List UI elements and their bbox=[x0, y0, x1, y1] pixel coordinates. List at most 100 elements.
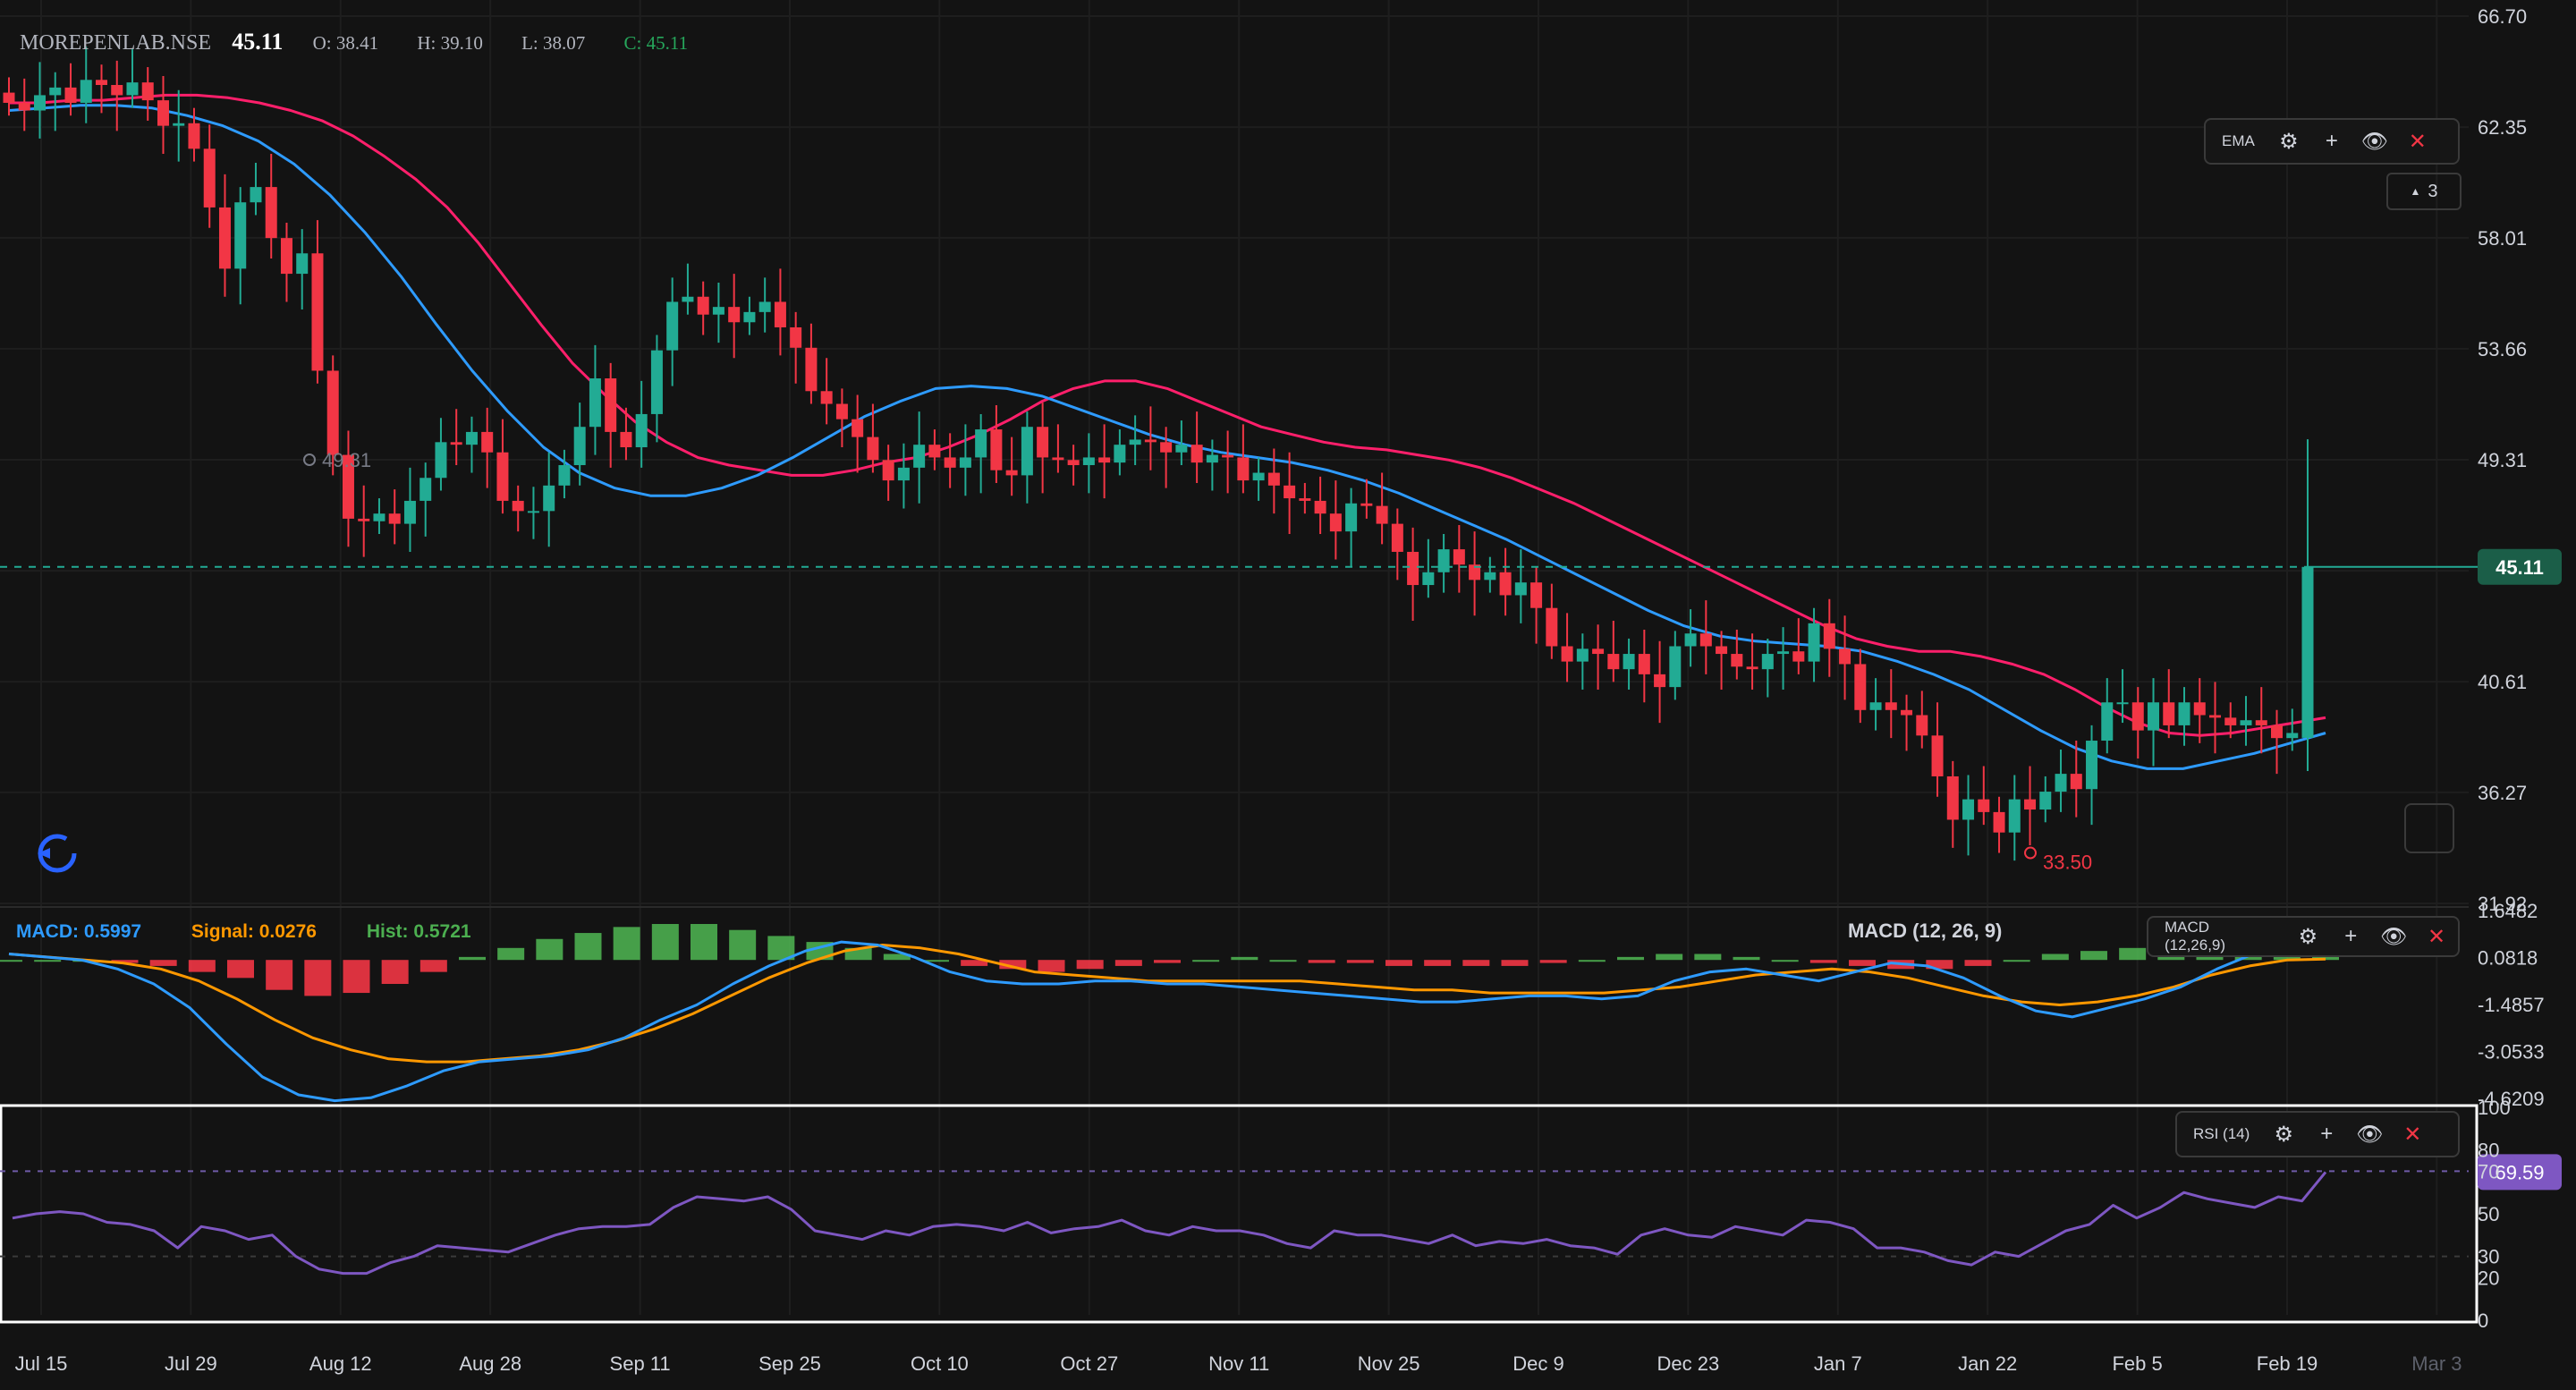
candle-body bbox=[790, 326, 802, 348]
candle-body bbox=[2086, 741, 2098, 790]
candle-body bbox=[928, 445, 941, 458]
y-tick-label: 49.31 bbox=[2478, 449, 2527, 471]
candle-body bbox=[1329, 513, 1342, 532]
ema-indicator-pill[interactable]: EMA ⚙ + 👁 ✕ bbox=[2204, 118, 2460, 165]
candle-body bbox=[188, 123, 200, 149]
macd-histogram-bar bbox=[999, 960, 1027, 970]
close-value: C: 45.11 bbox=[623, 32, 689, 54]
macd-histogram-bar bbox=[1462, 960, 1490, 966]
x-tick-label: Aug 28 bbox=[459, 1352, 521, 1375]
candle-body bbox=[173, 123, 185, 126]
candle-body bbox=[1576, 648, 1589, 662]
eye-icon[interactable]: 👁 bbox=[2356, 1122, 2384, 1147]
candle-body bbox=[326, 370, 339, 455]
candle-body bbox=[1175, 445, 1188, 453]
candle-body bbox=[1469, 564, 1481, 581]
x-tick-label: Jan 7 bbox=[1814, 1352, 1862, 1375]
rsi-y-tick-label: 30 bbox=[2478, 1246, 2499, 1268]
plus-icon[interactable]: + bbox=[2344, 924, 2358, 948]
swing-low-marker bbox=[2024, 846, 2037, 860]
reload-icon[interactable] bbox=[34, 830, 80, 877]
chart-action-button[interactable] bbox=[2404, 803, 2454, 853]
macd-histogram-bar bbox=[1269, 960, 1297, 962]
candle-body bbox=[975, 429, 987, 458]
candle-body bbox=[990, 429, 1003, 470]
settings-icon[interactable]: ⚙ bbox=[2298, 924, 2318, 949]
candle-body bbox=[805, 347, 818, 392]
candle-body bbox=[234, 202, 247, 269]
rsi-panel-frame bbox=[0, 1104, 2479, 1324]
candle-body bbox=[1160, 442, 1173, 453]
eye-icon[interactable]: 👁 bbox=[2379, 924, 2408, 949]
candle-body bbox=[835, 403, 848, 420]
last-price-badge bbox=[2478, 548, 2562, 585]
macd-histogram-bar bbox=[613, 927, 640, 961]
candle-body bbox=[758, 301, 771, 312]
close-icon[interactable]: ✕ bbox=[2403, 1122, 2422, 1147]
candle-body bbox=[1067, 460, 1080, 465]
candle-body bbox=[388, 513, 401, 524]
candle-body bbox=[1869, 702, 1882, 710]
candle-body bbox=[141, 82, 154, 101]
macd-histogram-bar bbox=[1771, 960, 1799, 962]
settings-icon[interactable]: ⚙ bbox=[2274, 1122, 2294, 1147]
swing-high-label: 49.31 bbox=[322, 449, 371, 471]
y-tick-label: 31.92 bbox=[2478, 893, 2527, 915]
candle-body bbox=[157, 100, 169, 126]
plus-icon[interactable]: + bbox=[2320, 1122, 2334, 1146]
swing-high-marker bbox=[303, 453, 316, 466]
macd-histogram-bar bbox=[536, 938, 564, 961]
rsi-indicator-pill[interactable]: RSI (14) ⚙ + 👁 ✕ bbox=[2175, 1111, 2460, 1157]
candle-body bbox=[280, 238, 292, 275]
close-icon[interactable]: ✕ bbox=[2408, 129, 2427, 154]
chevron-up-icon: ▲ bbox=[2410, 185, 2421, 198]
macd-histogram-bar bbox=[1926, 960, 1953, 970]
candle-body bbox=[1669, 646, 1682, 688]
x-tick-label: Mar 3 bbox=[2411, 1352, 2462, 1375]
eye-icon[interactable]: 👁 bbox=[2360, 129, 2389, 154]
candle-body bbox=[1021, 427, 1033, 476]
macd-line bbox=[8, 940, 2326, 1103]
candle-body bbox=[1885, 702, 1897, 710]
candle-body bbox=[1484, 572, 1496, 581]
candle-body bbox=[1391, 523, 1403, 552]
candle-body bbox=[2131, 702, 2144, 731]
candle-body bbox=[1962, 799, 1975, 820]
signal-value: Signal: 0.0276 bbox=[191, 921, 317, 942]
indicator-count-button[interactable]: ▲ 3 bbox=[2386, 173, 2462, 210]
candle-body bbox=[403, 500, 416, 524]
candle-body bbox=[18, 102, 30, 111]
close-icon[interactable]: ✕ bbox=[2428, 924, 2446, 949]
indicator-count: 3 bbox=[2428, 181, 2438, 201]
y-tick-label: 66.70 bbox=[2478, 5, 2527, 28]
candle-body bbox=[1437, 549, 1450, 572]
x-tick-label: Dec 23 bbox=[1657, 1352, 1720, 1375]
candle-body bbox=[1901, 709, 1913, 716]
macd-histogram-bar bbox=[343, 960, 370, 994]
plus-icon[interactable]: + bbox=[2325, 129, 2338, 153]
candle-body bbox=[1993, 811, 2005, 833]
x-tick-label: Jul 29 bbox=[165, 1352, 217, 1375]
macd-histogram-bar bbox=[1656, 954, 1683, 961]
candle-body bbox=[1561, 646, 1573, 662]
low-value: L: 38.07 bbox=[521, 32, 586, 54]
candle-body bbox=[1345, 503, 1358, 532]
ema-label: EMA bbox=[2222, 132, 2255, 149]
candle-body bbox=[111, 85, 123, 96]
macd-histogram-bar bbox=[1424, 960, 1452, 966]
macd-y-tick-label: 1.6482 bbox=[2478, 900, 2538, 922]
candle-body bbox=[296, 253, 309, 275]
x-tick-label: Jul 15 bbox=[15, 1352, 68, 1375]
rsi-value-badge bbox=[2478, 1154, 2562, 1191]
settings-icon[interactable]: ⚙ bbox=[2279, 129, 2299, 154]
candle-body bbox=[1839, 648, 1852, 665]
candle-body bbox=[2240, 720, 2252, 725]
candle-body bbox=[1037, 427, 1049, 458]
candle-body bbox=[2193, 702, 2206, 716]
candle-body bbox=[1761, 654, 1774, 670]
macd-indicator-pill[interactable]: MACD (12,26,9) ⚙ + 👁 ✕ bbox=[2147, 916, 2460, 957]
macd-histogram-bar bbox=[1308, 960, 1335, 963]
macd-histogram-bar bbox=[111, 960, 139, 963]
candle-body bbox=[1267, 472, 1280, 486]
